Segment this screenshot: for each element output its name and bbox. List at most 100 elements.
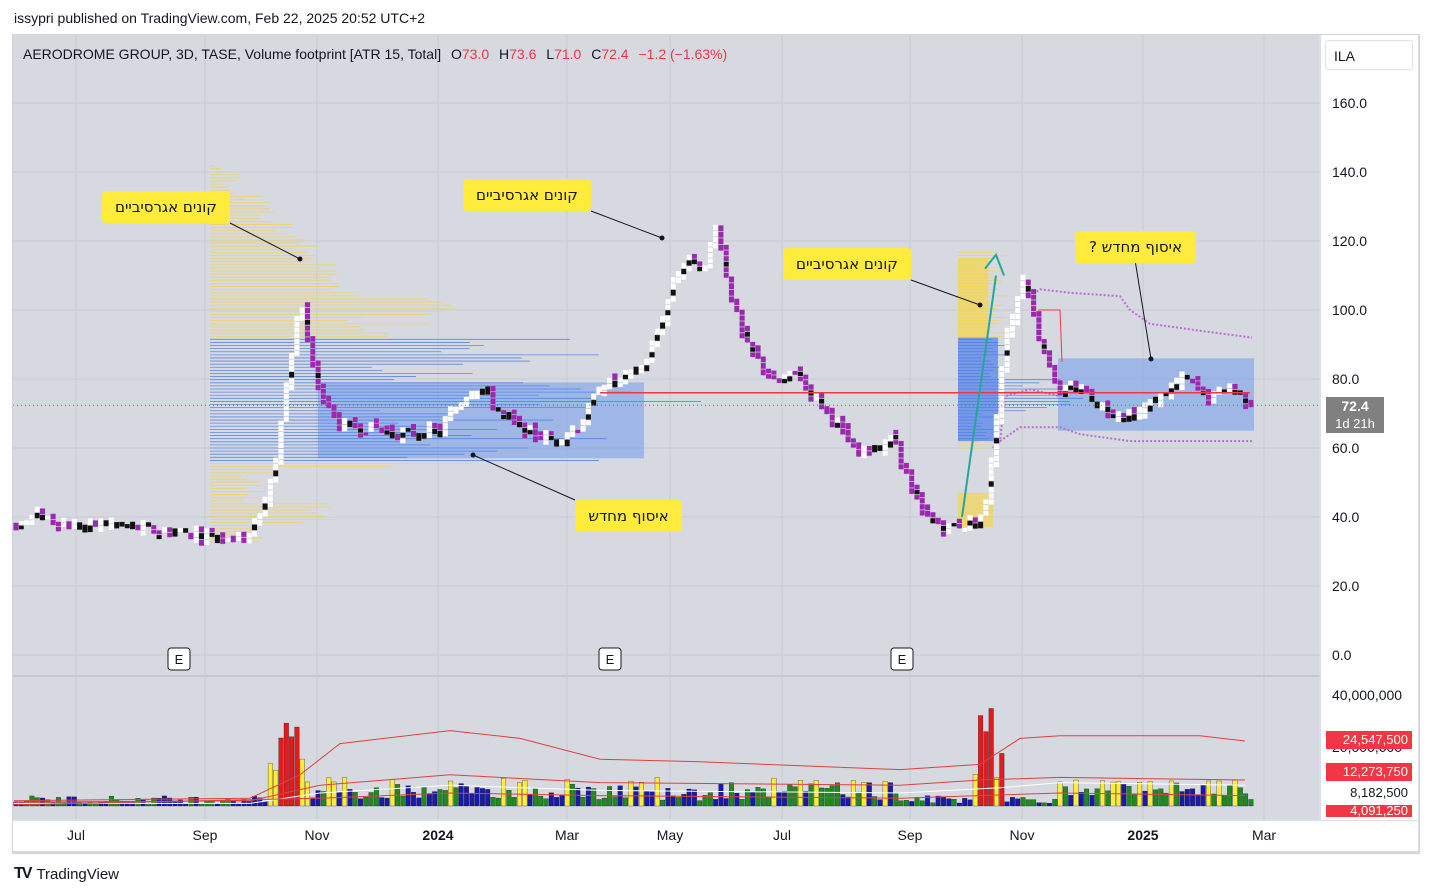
footprint-cell [257, 519, 263, 526]
footprint-cell [813, 396, 820, 401]
footprint-cell [940, 525, 947, 532]
footprint-cell [92, 520, 99, 528]
y-tick-label: 80.0 [1332, 371, 1359, 387]
footprint-cell [585, 420, 592, 426]
footprint-cell [988, 487, 994, 493]
footprint-cell [1052, 364, 1058, 371]
footprint-cell [1004, 350, 1010, 356]
footprint-cell [1136, 406, 1143, 414]
footprint-cell [405, 427, 411, 432]
footprint-cell [654, 341, 661, 348]
footprint-cell [1126, 408, 1132, 416]
footprint-cell [50, 519, 56, 526]
footprint-cell [543, 430, 549, 435]
footprint-cell [1099, 402, 1106, 411]
symbol-title: AERODROME GROUP, 3D, TASE, Volume footpr… [23, 46, 442, 62]
volume-bar [1168, 780, 1174, 807]
footprint-cell [1105, 406, 1111, 413]
footprint-cell [421, 432, 427, 439]
footprint-cell [665, 298, 671, 305]
volume-bar [644, 790, 650, 807]
footprint-cell [1131, 414, 1137, 421]
footprint-cell [426, 432, 433, 439]
footprint-cell [113, 521, 120, 529]
tradingview-logo[interactable]: TV TradingView [14, 865, 119, 883]
footprint-cell [999, 366, 1005, 372]
footprint-cell [1067, 380, 1074, 386]
volume-bar [389, 779, 395, 807]
footprint-cell [214, 534, 221, 544]
footprint-cell [681, 262, 687, 269]
footprint-cell [691, 253, 698, 259]
annotation-box [102, 191, 230, 223]
footprint-cell [389, 431, 396, 439]
footprint-cell [681, 274, 687, 281]
footprint-cell [818, 398, 825, 404]
footprint-cell [98, 518, 104, 526]
lower-band [999, 426, 1252, 443]
footprint-cell [718, 231, 724, 238]
volume-bar [469, 793, 475, 807]
earnings-marker [598, 647, 622, 671]
footprint-cell [686, 266, 692, 272]
volume-bar [803, 791, 809, 807]
footprint-cell [400, 427, 406, 433]
footprint-cell [506, 411, 512, 420]
footprint-cell [511, 420, 517, 426]
footprint-cell [400, 432, 406, 438]
footprint-cell [76, 522, 83, 530]
footprint-cell [1179, 377, 1185, 384]
footprint-cell [278, 425, 284, 432]
footprint-cell [855, 442, 862, 450]
volume-tick-label: 40,000,000 [1332, 687, 1402, 703]
footprint-cell [792, 370, 798, 375]
footprint-cell [861, 445, 867, 452]
footprint-cell [315, 366, 321, 373]
footprint-cell [288, 371, 295, 378]
volume-bar [479, 788, 485, 807]
footprint-cell [442, 429, 449, 437]
footprint-cell [119, 521, 125, 527]
footprint-cell [204, 528, 210, 534]
footprint-cell [649, 346, 655, 352]
footprint-cell [999, 377, 1005, 384]
footprint-cell [204, 539, 210, 546]
volume-bar [723, 798, 729, 807]
footprint-cell [903, 462, 910, 469]
volume-bar [580, 797, 586, 807]
accumulation-zone-2025 [1058, 358, 1254, 431]
x-tick-label: Nov [305, 827, 330, 843]
volume-bar [612, 796, 618, 807]
volume-bar [1195, 794, 1201, 807]
footprint-cell [622, 369, 629, 375]
footprint-cell [999, 418, 1005, 425]
footprint-cell [66, 521, 72, 530]
footprint-cell [840, 415, 846, 422]
footprint-cell [744, 337, 751, 343]
footprint-cell [707, 263, 714, 269]
volume-bar [1142, 790, 1148, 807]
footprint-cell [1009, 325, 1016, 332]
footprint-cell [1195, 381, 1201, 386]
volume-bar [421, 787, 427, 807]
x-tick-label: May [657, 827, 683, 843]
last-price: 72.4 [1341, 398, 1369, 414]
footprint-cell [908, 481, 915, 488]
volume-bar [654, 777, 660, 807]
open-label: O [450, 46, 462, 62]
volume-bar [501, 778, 507, 807]
profile-va-block [958, 337, 998, 442]
footprint-cell [606, 383, 613, 390]
volume-bar [930, 802, 936, 807]
currency-button[interactable]: ILA [1325, 40, 1413, 70]
footprint-cell [1136, 413, 1143, 420]
volume-bar [782, 790, 787, 807]
x-tick-label: 2025 [1127, 827, 1158, 843]
footprint-cell [993, 414, 1000, 420]
footprint-cell [585, 408, 592, 414]
x-tick-label: 2024 [422, 827, 453, 843]
time-axis-bg [13, 821, 1418, 851]
footprint-cell [1052, 377, 1058, 384]
footprint-cell [649, 351, 655, 358]
